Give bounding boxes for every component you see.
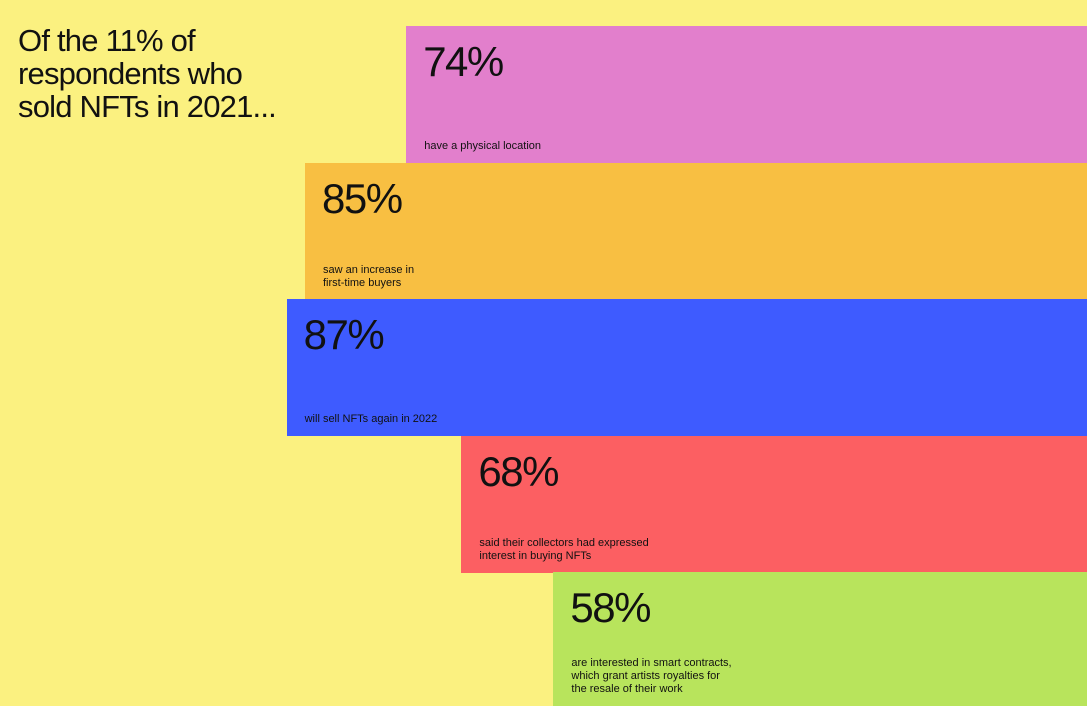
bar-5: 58% are interested in smart contracts, wh…: [553, 572, 1087, 706]
bar-caption: saw an increase in first-time buyers: [323, 263, 415, 289]
chart-title: Of the 11% of respondents who sold NFTs …: [18, 23, 277, 124]
bar-value-label: 87%: [303, 311, 385, 359]
bar-value-label: 85%: [322, 174, 403, 222]
bar-1: 74% have a physical location: [406, 26, 1087, 164]
bar-2: 85% saw an increase in first-time buyers: [305, 162, 1087, 300]
bar-caption: are interested in smart contracts, which…: [571, 656, 732, 695]
bar-value-label: 58%: [570, 584, 651, 632]
bar-4: 68% said their collectors had expressed i…: [461, 435, 1087, 573]
bar-value-label: 74%: [423, 38, 504, 85]
bar-3: 87% will sell NFTs again in 2022: [286, 299, 1087, 437]
bar-caption: have a physical location: [424, 140, 541, 153]
bar-caption: said their collectors had expressed inte…: [479, 536, 649, 562]
bar-value-label: 68%: [478, 447, 559, 495]
bar-caption: will sell NFTs again in 2022: [304, 413, 438, 426]
